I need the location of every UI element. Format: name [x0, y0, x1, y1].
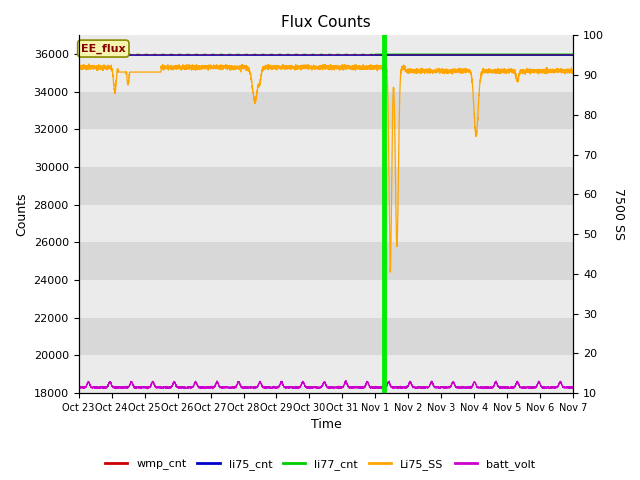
Bar — [79, 242, 573, 280]
Bar — [79, 167, 573, 205]
Bar — [79, 54, 573, 92]
Y-axis label: Counts: Counts — [15, 192, 28, 236]
Bar — [79, 318, 573, 356]
Bar — [79, 92, 573, 130]
Legend: wmp_cnt, li75_cnt, li77_cnt, Li75_SS, batt_volt: wmp_cnt, li75_cnt, li77_cnt, Li75_SS, ba… — [100, 455, 540, 474]
Bar — [79, 280, 573, 318]
X-axis label: Time: Time — [310, 419, 341, 432]
Title: Flux Counts: Flux Counts — [281, 15, 371, 30]
Y-axis label: 7500 SS: 7500 SS — [612, 188, 625, 240]
Bar — [79, 130, 573, 167]
Bar — [79, 356, 573, 393]
Text: EE_flux: EE_flux — [81, 43, 125, 54]
Bar — [79, 205, 573, 242]
